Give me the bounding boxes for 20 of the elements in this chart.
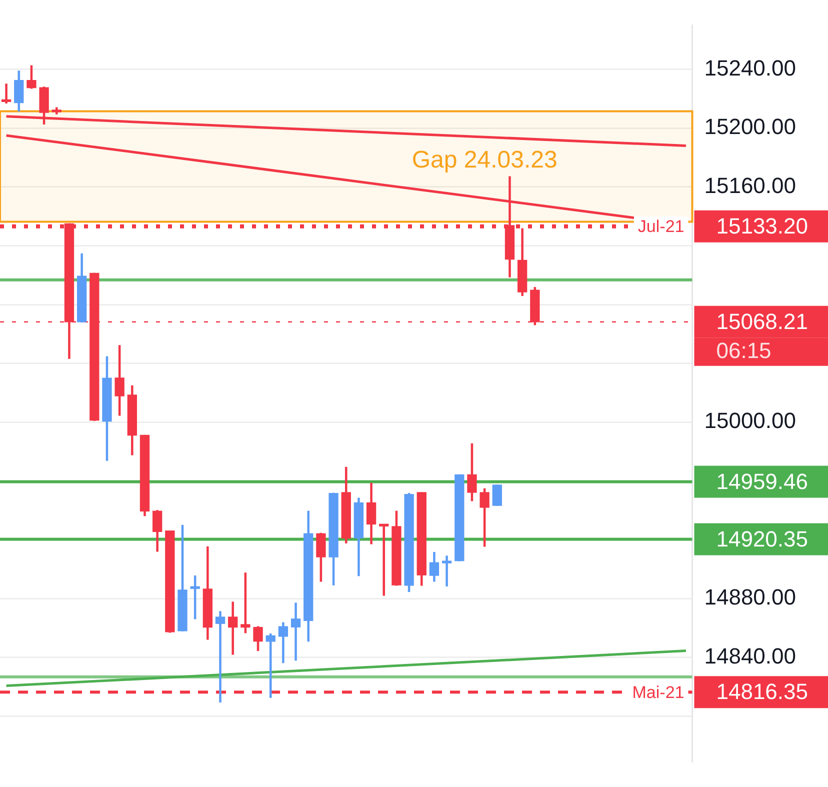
y-tick-label: 15240.00 bbox=[704, 55, 796, 80]
ref-line-label: 14959.46 bbox=[716, 468, 808, 494]
y-tick-label: 14840.00 bbox=[704, 643, 796, 668]
annotation: Jul-21 bbox=[638, 217, 684, 236]
ref-line-label: 15133.20 bbox=[716, 213, 808, 238]
y-tick-label: 15000.00 bbox=[704, 408, 796, 434]
candlestick bbox=[1, 84, 12, 104]
y-tick-label: 15160.00 bbox=[704, 172, 796, 198]
ref-line-label: 15068.21 bbox=[716, 308, 808, 334]
candlestick bbox=[290, 602, 301, 661]
candlestick bbox=[379, 524, 389, 596]
ref-line-label: 14920.35 bbox=[716, 526, 808, 552]
candlestick bbox=[442, 556, 452, 586]
candlestick bbox=[215, 611, 226, 702]
band-label: Gap 24.03.23 bbox=[412, 146, 558, 174]
ref-line-label: 14816.35 bbox=[716, 679, 808, 704]
y-tick-label: 15200.00 bbox=[704, 114, 796, 140]
annotation: Mai-21 bbox=[632, 682, 684, 702]
y-tick-label: 14880.00 bbox=[704, 584, 796, 610]
text: 06:15 bbox=[716, 338, 772, 363]
